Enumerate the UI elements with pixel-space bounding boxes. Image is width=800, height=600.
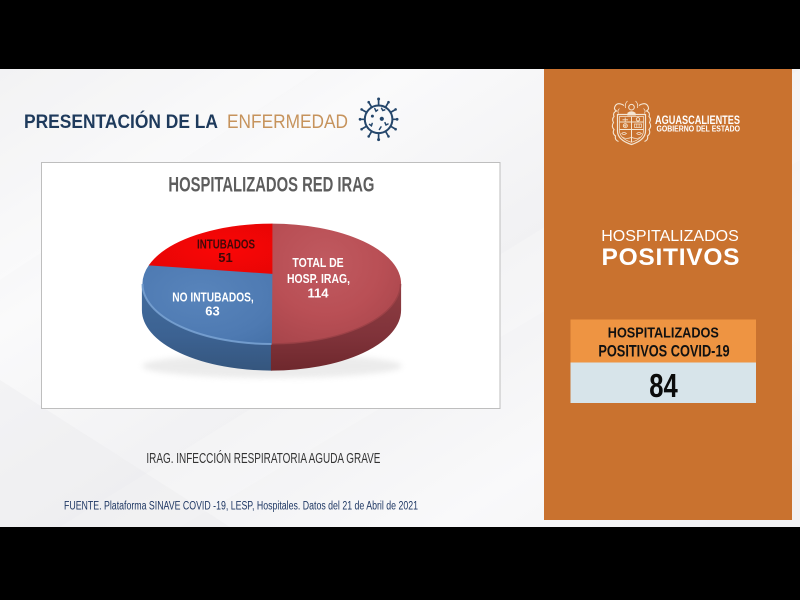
- svg-text:INTUBADOS: INTUBADOS: [197, 236, 255, 251]
- svg-text:HOSPITALIZADOS RED IRAG: HOSPITALIZADOS RED IRAG: [168, 173, 374, 197]
- svg-text:GOBIERNO DEL ESTADO: GOBIERNO DEL ESTADO: [657, 125, 741, 134]
- svg-text:IRAG. INFECCIÓN RESPIRATORIA A: IRAG. INFECCIÓN RESPIRATORIA AGUDA GRAVE: [146, 450, 380, 467]
- svg-text:HOSP. IRAG,: HOSP. IRAG,: [287, 271, 350, 286]
- svg-text:POSITIVOS COVID-19: POSITIVOS COVID-19: [598, 341, 729, 360]
- svg-text:TOTAL DE: TOTAL DE: [292, 255, 344, 270]
- svg-text:PRESENTACIÓN DE LA: PRESENTACIÓN DE LA: [24, 109, 218, 133]
- svg-text:51: 51: [218, 250, 232, 265]
- svg-text:114: 114: [308, 286, 330, 301]
- svg-text:FUENTE. Plataforma SINAVE COVI: FUENTE. Plataforma SINAVE COVID -19, LES…: [64, 501, 418, 513]
- svg-text:NO INTUBADOS,: NO INTUBADOS,: [172, 289, 254, 304]
- svg-text:HOSPITALIZADOS: HOSPITALIZADOS: [608, 325, 719, 342]
- svg-text:ENFERMEDAD: ENFERMEDAD: [227, 111, 348, 133]
- svg-text:84: 84: [649, 367, 678, 404]
- svg-text:63: 63: [205, 303, 219, 318]
- svg-text:HOSPITALIZADOS: HOSPITALIZADOS: [601, 228, 739, 245]
- svg-text:AGUASCALIENTES: AGUASCALIENTES: [655, 115, 740, 127]
- svg-text:POSITIVOS: POSITIVOS: [602, 244, 740, 271]
